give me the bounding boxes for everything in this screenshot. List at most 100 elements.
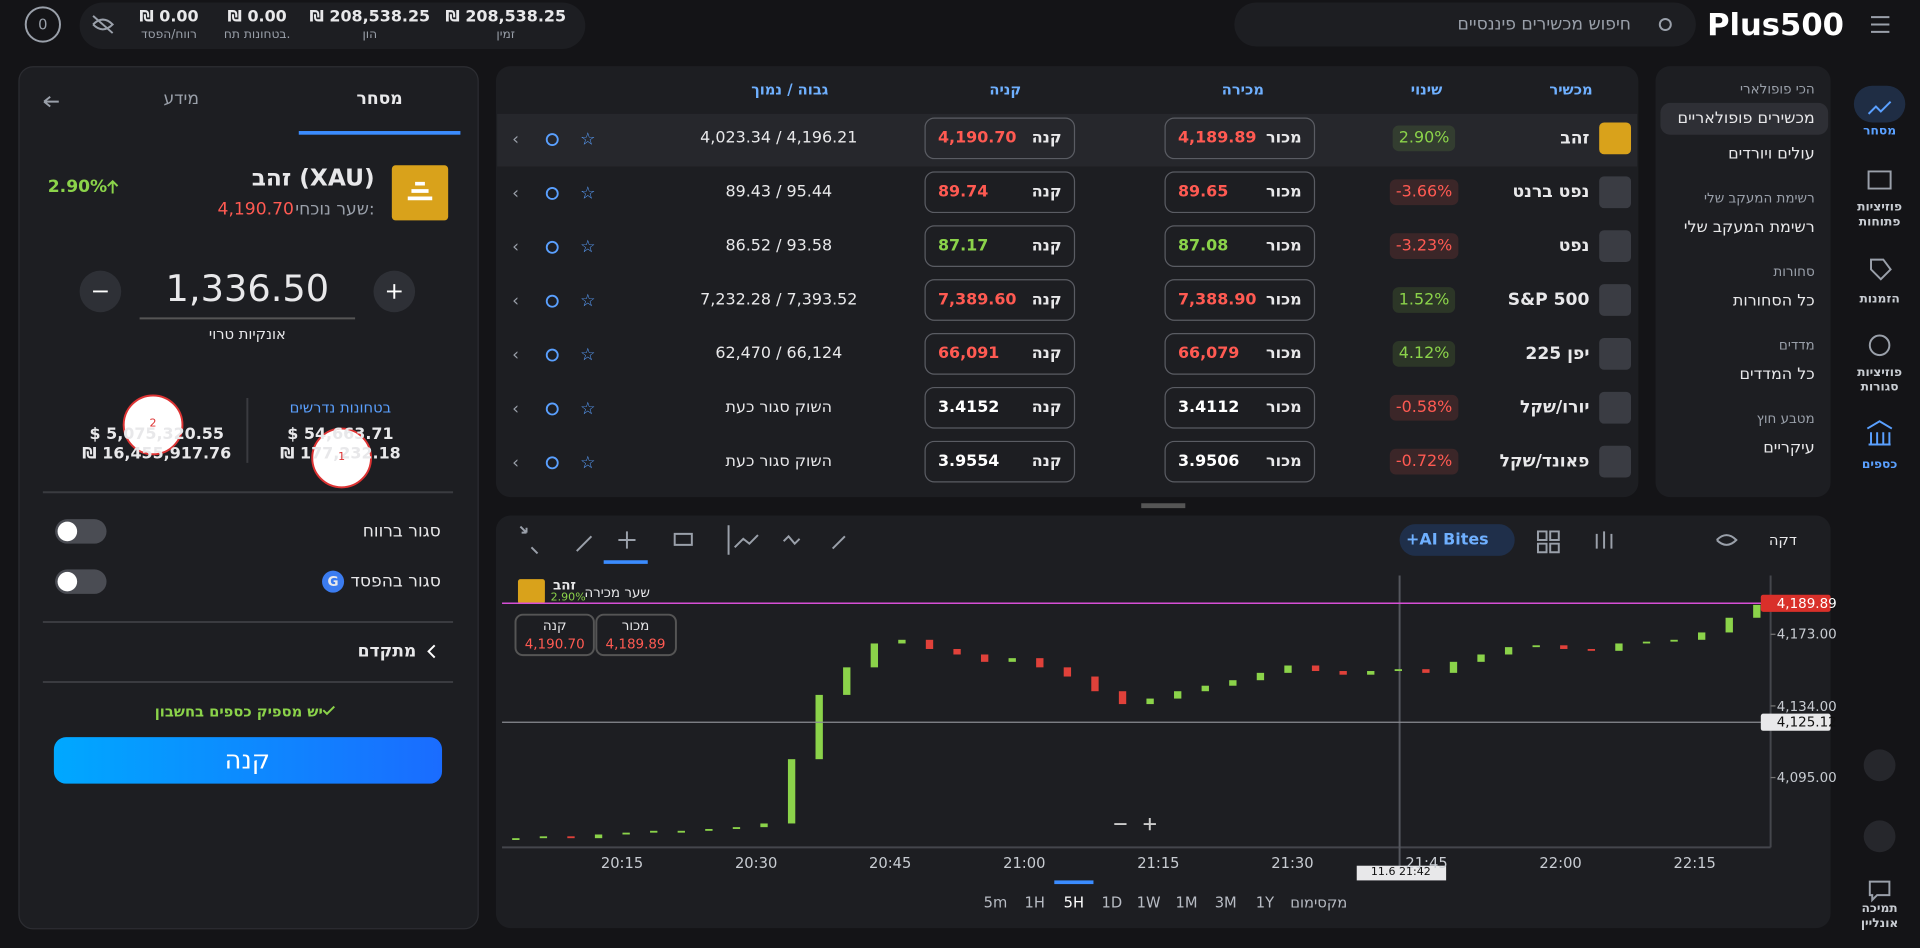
timeframe[interactable]: 1Y [1255,893,1275,912]
row-icons: ‹ [512,345,519,365]
sell-price: 89.65 [1177,183,1229,202]
positions-icon[interactable] [1867,170,1892,190]
legend-change: 2.90% [550,592,586,605]
instrument-name[interactable]: יפן 225 [1525,344,1590,364]
candle [1697,632,1706,640]
candle [980,654,989,662]
timeframe[interactable]: 1M [1175,893,1198,912]
sell-button[interactable] [1164,279,1316,321]
sell-price: 4,189.89 [1177,129,1257,148]
timeframe[interactable]: 5H [1063,893,1085,912]
instrument-name[interactable]: S&P 500 [1507,290,1590,310]
menu-heading: מטבע חוץ [1756,410,1815,427]
search-box[interactable] [1234,2,1696,47]
chart-sell-box[interactable] [595,613,677,657]
timeframe[interactable]: 1W [1136,893,1161,912]
sell-button[interactable] [1164,225,1316,267]
sell-button[interactable] [1164,386,1316,429]
menu-heading: מדדים [1778,337,1815,354]
candle [677,830,685,833]
sell-button[interactable] [1164,333,1316,375]
menu-icon[interactable] [1871,16,1890,33]
column-header[interactable]: מכשיר [1549,80,1593,98]
stat-label: בטחונות תח. [223,28,291,42]
instrument-name[interactable]: נפט ברנט [1512,182,1590,203]
change: -0.58% [1389,394,1459,421]
toggle-label: סגור בהפסד [350,571,441,592]
sidebar-item[interactable]: תמיכה אונליין [1860,902,1899,931]
buy-button[interactable] [924,333,1076,375]
orders-icon[interactable] [1870,258,1892,281]
hide-icon[interactable] [92,15,115,34]
row-icons: ‹ [512,129,519,149]
theme-toggle-2[interactable] [1863,820,1896,853]
advanced-chevron[interactable] [427,644,436,659]
timeframe[interactable]: 1D [1101,893,1123,912]
instrument-name[interactable]: יורו/שקל [1519,397,1590,418]
collapse-icon[interactable] [43,95,59,108]
menu-item[interactable]: מכשירים פופולאריים [1677,109,1815,128]
buy-label[interactable]: קנה [224,745,271,775]
menu-item[interactable]: כל הסחורות [1732,292,1815,311]
zoom-controls[interactable] [1114,817,1156,831]
ai-bites[interactable]: +AI Bites [1406,530,1489,550]
instrument-name[interactable]: זהב [1560,128,1590,149]
theme-toggle[interactable] [1863,749,1896,782]
chart-buy-box[interactable] [514,613,595,657]
marker-ring [311,427,373,489]
price-tag [1760,594,1831,612]
timeframe[interactable]: מקסימום [1290,893,1348,912]
tab[interactable]: מידע [163,89,200,109]
buy-button[interactable] [924,225,1076,267]
menu-item[interactable]: עיקריים [1763,438,1815,458]
candle [843,667,851,695]
sell-label: מכור [1266,129,1302,148]
buy-button[interactable] [924,171,1076,214]
menu-item[interactable]: כל המדדים [1739,365,1815,384]
price-tag-label: 4,189.89 [1776,595,1837,612]
menu-item[interactable]: עולים ויורדים [1728,145,1815,164]
instrument-name[interactable]: פאונד/שקל [1499,451,1590,472]
ai-pill[interactable] [1399,524,1515,556]
unit: אונקיות טרוי [208,325,286,343]
margin-ils: ₪ 177,232.18 [280,445,401,464]
search-placeholder[interactable]: חיפוש מכשירים פיננסיים [1457,14,1632,35]
y-tick-label: 4,173.00 [1776,626,1837,643]
interval[interactable]: דקה [1768,531,1797,549]
sell-button[interactable] [1164,440,1316,483]
buy-button[interactable] [924,440,1076,483]
trade-icon[interactable] [1867,100,1892,115]
sell-button[interactable] [1164,171,1316,214]
quantity[interactable]: 1,336.50 [165,268,330,312]
sidebar-item[interactable]: פוזיציות פתוחות [1857,200,1903,229]
timeframe[interactable]: 3M [1214,893,1237,912]
candle [1532,645,1540,648]
timeframe[interactable]: 1H [1024,893,1045,912]
margin-usd: $ 54,663.71 [287,425,394,444]
buy-label: קנה [1031,183,1062,202]
badge-ring[interactable] [24,6,61,43]
toggle-knob [57,521,78,542]
instrument-name[interactable]: נפט [1558,236,1590,256]
sidebar-item[interactable]: הזמנות [1859,292,1900,307]
support-icon[interactable] [1868,880,1891,903]
toggle-label: סגור ברווח [362,521,441,542]
timeframe[interactable]: 5m [983,893,1008,912]
tab[interactable]: מסחר [356,89,403,109]
chart-buy-label: קנה [542,617,567,634]
funds-icon[interactable] [1866,420,1893,446]
column-header[interactable]: שינוי [1410,80,1443,98]
buy-button[interactable] [924,117,1076,160]
buy-button[interactable] [924,386,1076,429]
buy-button[interactable] [924,279,1076,321]
sell-button[interactable] [1164,117,1316,160]
sidebar-item[interactable]: מסחר [1863,124,1897,139]
sidebar-item[interactable]: כספים [1861,457,1898,472]
sidebar-item[interactable]: פוזיציות סגורות [1857,366,1903,395]
advanced[interactable]: מתקדם [357,641,417,662]
buy-button[interactable] [53,737,443,784]
closed-icon[interactable] [1868,334,1891,357]
menu-item[interactable]: רשימת המעקב שלי [1683,218,1815,237]
toolbar-icons[interactable] [519,525,1738,555]
